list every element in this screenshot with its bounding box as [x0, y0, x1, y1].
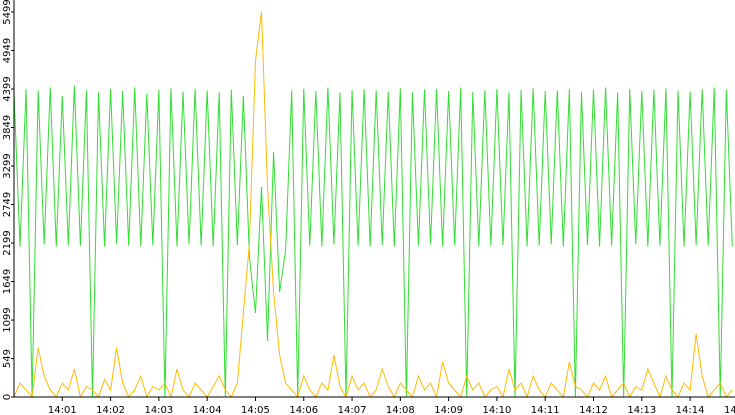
x-tick-label: 14:15 [724, 405, 735, 415]
y-tick-label: 4399 [2, 76, 13, 101]
y-tick-label: 0 [2, 394, 13, 400]
series-line [13, 11, 733, 399]
x-tick-label: 14:14 [676, 405, 705, 415]
y-tick-label: 5499 [2, 0, 13, 25]
x-tick-label: 14:13 [627, 405, 656, 415]
y-tick-label: 2749 [2, 192, 13, 217]
x-tick-label: 14:06 [289, 405, 318, 415]
y-tick-label: 4949 [2, 38, 13, 63]
x-tick-label: 14:11 [531, 405, 560, 415]
y-tick-label: 2199 [2, 230, 13, 255]
y-tick-label: 3299 [2, 153, 13, 178]
y-tick-label: 1649 [2, 269, 13, 294]
x-tick-label: 14:05 [241, 405, 270, 415]
x-tick-label: 14:04 [193, 405, 222, 415]
x-tick-label: 14:12 [579, 405, 608, 415]
x-tick-label: 14:07 [338, 405, 367, 415]
x-tick-label: 14:09 [434, 405, 463, 415]
series-line [13, 85, 733, 398]
y-tick-label: 1099 [2, 307, 13, 332]
y-tick-label: 549 [2, 349, 13, 368]
x-tick-label: 14:01 [48, 405, 77, 415]
x-tick-label: 14:03 [144, 405, 173, 415]
y-tick-label: 3849 [2, 115, 13, 140]
x-tick-label: 14:02 [96, 405, 125, 415]
x-tick-label: 14:10 [483, 405, 512, 415]
x-tick-label: 14:08 [386, 405, 415, 415]
